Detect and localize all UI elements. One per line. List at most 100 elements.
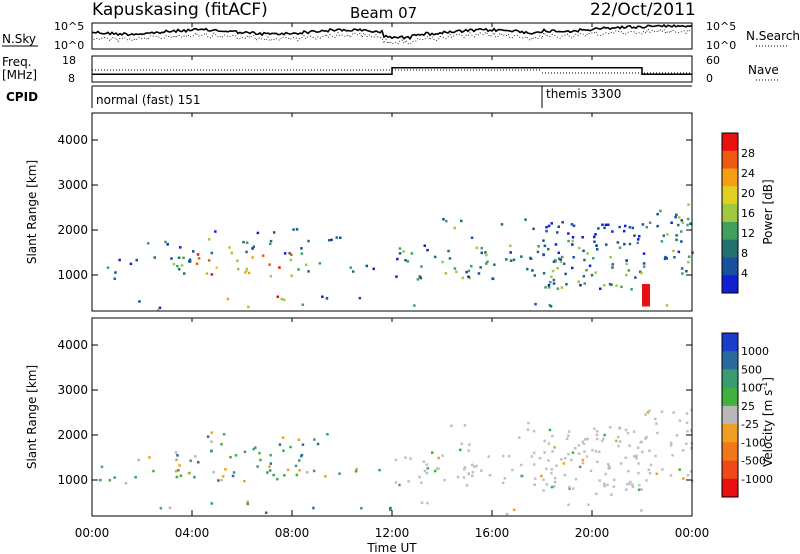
- heatmap-cell: [642, 252, 646, 255]
- heatmap-cell: [681, 221, 684, 224]
- heatmap-cell: [543, 451, 546, 454]
- heatmap-cell: [567, 434, 570, 437]
- heatmap-cell: [294, 464, 298, 468]
- heatmap-cell: [531, 269, 534, 272]
- heatmap-cell: [465, 270, 468, 274]
- heatmap-cell: [656, 224, 659, 228]
- heatmap-cell: [570, 458, 573, 462]
- heatmap-cell: [251, 256, 254, 259]
- heatmap-cell: [153, 256, 156, 259]
- heatmap-cell: [615, 439, 618, 443]
- heatmap-cell: [288, 252, 291, 255]
- heatmap-cell: [602, 284, 606, 287]
- heatmap-cell: [647, 468, 650, 472]
- heatmap-cell: [395, 275, 398, 278]
- heatmap-cell: [608, 282, 612, 286]
- heatmap-cell: [307, 239, 310, 243]
- heatmap-cell: [152, 469, 155, 473]
- heatmap-cell: [670, 221, 673, 224]
- heatmap-cell: [135, 258, 138, 262]
- heatmap-cell: [372, 267, 375, 271]
- xtick-label: 00:00: [675, 526, 710, 540]
- heatmap-cell: [551, 434, 554, 438]
- freq-ytick-top: 18: [62, 54, 76, 67]
- heatmap-cell: [625, 259, 628, 262]
- heatmap-cell: [297, 268, 300, 271]
- heatmap-cell: [252, 447, 255, 451]
- heatmap-cell: [520, 255, 523, 258]
- colorbar-tick-label: 28: [741, 147, 755, 160]
- heatmap-cell: [640, 271, 643, 275]
- heatmap-cell: [562, 462, 565, 465]
- power-colorbar: 28 24 20 16 12 8 4: [721, 132, 755, 294]
- colorbar-frame: [721, 132, 739, 294]
- heatmap-cell: [507, 454, 511, 458]
- heatmap-cell: [595, 430, 599, 433]
- heatmap-cell: [352, 270, 355, 273]
- heatmap-cell: [568, 485, 571, 489]
- heatmap-cell: [536, 250, 540, 254]
- heatmap-cell: [542, 478, 545, 481]
- heatmap-cell: [358, 296, 362, 300]
- heatmap-cell: [542, 239, 545, 242]
- heatmap-cell: [527, 421, 530, 425]
- heatmap-cell: [550, 275, 553, 279]
- heatmap-cell: [622, 229, 626, 233]
- heatmap-cell: [548, 428, 552, 432]
- colorbar-tick-label: 25: [741, 400, 755, 413]
- heatmap-cell: [175, 469, 178, 473]
- heatmap-cell: [610, 493, 613, 496]
- heatmap-cell: [524, 218, 527, 221]
- heatmap-cell: [282, 449, 285, 452]
- heatmap-cell: [179, 246, 182, 249]
- heatmap-cell: [545, 467, 548, 471]
- heatmap-cell: [295, 228, 299, 231]
- heatmap-cell: [159, 507, 163, 510]
- heatmap-cell: [99, 478, 102, 482]
- heatmap-cell: [606, 483, 609, 487]
- heatmap-cell: [598, 450, 601, 453]
- heatmap-cell: [654, 417, 657, 421]
- heatmap-cell: [607, 223, 610, 226]
- heatmap-cell: [230, 251, 233, 255]
- heatmap-cell: [318, 262, 322, 265]
- heatmap-cell: [124, 482, 128, 485]
- heatmap-cell: [665, 304, 669, 307]
- heatmap-cell: [491, 277, 495, 281]
- heatmap-cell: [595, 433, 599, 436]
- heatmap-cell: [485, 253, 488, 257]
- heatmap-cell: [210, 273, 214, 276]
- heatmap-cell: [509, 251, 512, 254]
- heatmap-cell: [550, 222, 553, 225]
- heatmap-cell: [628, 242, 632, 246]
- heatmap-cell: [195, 262, 199, 265]
- heatmap-cell: [634, 276, 637, 279]
- heatmap-cell: [604, 472, 607, 476]
- colorbar-tick-label: -500: [741, 455, 766, 468]
- xtick-label: 12:00: [375, 526, 410, 540]
- heatmap-cell: [553, 485, 556, 488]
- heatmap-cell: [529, 256, 532, 260]
- heatmap-cell: [559, 258, 562, 262]
- heatmap-cell: [298, 469, 301, 472]
- heatmap-cell: [179, 474, 183, 477]
- heatmap-cell: [542, 253, 545, 257]
- heatmap-cell: [268, 465, 271, 468]
- heatmap-cell: [164, 240, 167, 244]
- heatmap-cell: [326, 433, 329, 436]
- heatmap-cell: [259, 458, 262, 462]
- heatmap-cell: [172, 262, 176, 266]
- heatmap-cell: [644, 437, 647, 440]
- heatmap-cell: [626, 482, 629, 486]
- heatmap-cell: [183, 272, 186, 275]
- heatmap-cell: [324, 475, 327, 478]
- heatmap-cell: [656, 431, 659, 435]
- x-axis: 00:00 04:00 08:00 12:00 16:00 20:00 00:00 Time…: [75, 23, 710, 554]
- power-panel: 1000 2000 3000 4000 Slant Range [km] 28 24 20…: [25, 112, 775, 312]
- heatmap-cell: [189, 459, 192, 462]
- heatmap-cell: [533, 477, 537, 480]
- heatmap-cell: [681, 272, 684, 275]
- heatmap-cell: [234, 454, 238, 457]
- heatmap-cell: [558, 257, 561, 260]
- heatmap-cell: [283, 252, 287, 255]
